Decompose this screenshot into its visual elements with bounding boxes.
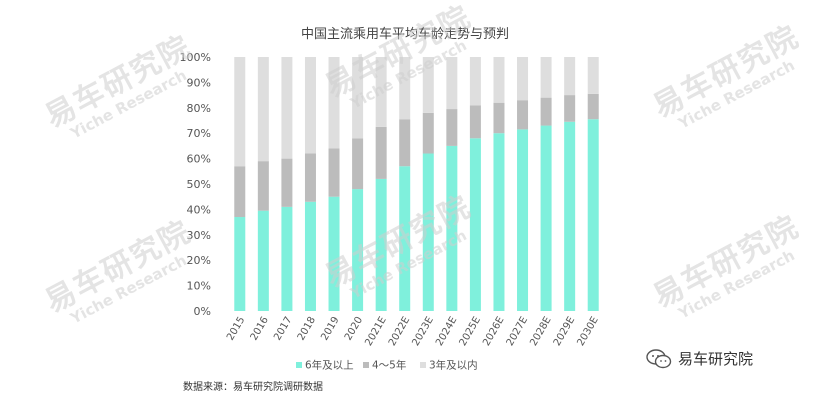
x-tick-label: 2019 [319,315,341,343]
bar-segment [304,57,316,154]
x-tick-label: 2024E [434,315,459,348]
legend-label: 6年及以上 [305,359,354,372]
y-tick-label: 40% [187,203,211,216]
bar-segment [328,148,340,197]
bar-segment [446,57,458,110]
y-tick-label: 100% [180,51,211,64]
legend-swatch [363,362,369,368]
bar-segment [587,119,599,311]
bar-segment [564,95,576,122]
bar-segment [564,57,576,96]
y-tick-label: 10% [187,280,211,293]
bar-segment [540,125,552,311]
bar-segment [257,210,269,311]
bar-segment [375,126,387,179]
bar-segment [540,97,552,126]
bar-segment [517,129,529,311]
bar-segment [493,133,505,311]
bar-segment [352,189,364,311]
bar-segment [587,93,599,120]
bar-segment [328,196,340,311]
bar-segment [564,121,576,312]
legend-swatch [420,362,426,368]
bar-segment [469,105,481,139]
bar-segment [281,158,293,207]
legend-label: 4～5年 [372,359,406,372]
bar-segment [304,201,316,311]
bar-segment [375,57,387,127]
legend: 6年及以上 4～5年 3年及以内 [296,359,478,372]
y-tick-label: 50% [187,178,211,191]
y-tick-label: 80% [187,102,211,115]
x-tick-label: 2021E [363,315,388,348]
x-tick-label: 2023E [410,315,435,348]
logo-text: 易车研究院 [678,350,754,368]
chart-title: 中国主流乘用车平均车龄走势与预判 [301,26,509,42]
y-tick-label: 70% [187,127,211,140]
bar-segment [399,166,411,311]
bar-segment [493,57,505,103]
bar-segment [446,145,458,311]
bars [234,57,599,312]
x-tick-label: 2020 [343,315,365,343]
bar-segment [257,57,269,162]
bar-segment [399,57,411,120]
x-tick-label: 2028E [528,315,553,348]
source-note: 数据来源：易车研究院调研数据 [183,382,323,393]
bar-segment [328,57,340,149]
x-tick-label: 2029E [552,315,577,348]
bar-segment [234,166,246,218]
bar-segment [281,57,293,159]
bar-segment [375,178,387,311]
x-tick-label: 2016 [249,315,271,343]
x-tick-label: 2030E [575,315,600,348]
bar-segment [493,102,505,134]
x-tick-label: 2017 [272,315,294,343]
wechat-icon [646,348,672,369]
legend-swatch [296,362,302,368]
x-tick-label: 2015 [225,315,247,343]
bar-segment [281,206,293,311]
y-tick-label: 60% [187,153,211,166]
legend-item: 4～5年 [363,359,406,372]
y-tick-label: 0% [194,305,211,318]
y-axis: 0% 10% 20% 30% 40% 50% 60% 70% 80% 90% 100% [180,51,211,318]
bar-segment [587,57,599,94]
bar-segment [257,161,269,211]
y-tick-label: 20% [187,254,211,267]
bar-segment [399,119,411,167]
y-tick-label: 90% [187,76,211,89]
y-tick-label: 30% [187,229,211,242]
bar-segment [422,153,434,311]
bar-segment [517,57,529,101]
bar-segment [469,138,481,311]
bar-segment [422,57,434,113]
bar-segment [446,109,458,146]
x-tick-label: 2027E [505,315,530,348]
legend-label: 3年及以内 [429,359,478,372]
bar-segment [234,57,246,167]
bar-segment [540,57,552,98]
bar-segment [469,57,481,106]
bar-segment [304,153,316,202]
bar-segment [422,112,434,154]
wechat-account-logo: 易车研究院 [646,348,753,369]
bar-segment [517,100,529,130]
x-tick-label: 2022E [387,315,412,348]
x-axis: 2015 2016 2017 2018 2019 20202021E2022E2023E2… [225,315,601,348]
x-tick-label: 2026E [481,315,506,348]
x-tick-label: 2018 [296,315,318,343]
bar-segment [234,217,246,311]
x-tick-label: 2025E [458,315,483,348]
bar-segment [352,57,364,139]
legend-item: 6年及以上 [296,359,354,372]
legend-item: 3年及以内 [420,359,478,372]
bar-segment [352,138,364,190]
